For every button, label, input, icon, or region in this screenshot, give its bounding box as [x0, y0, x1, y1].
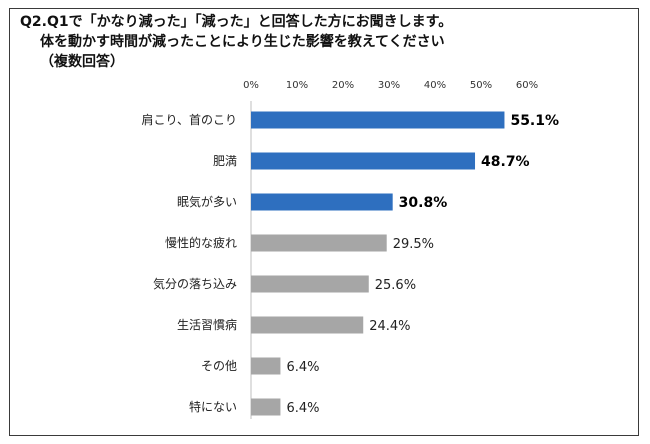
title-line-2: 体を動かす時間が減ったことにより生じた影響を教えてください [40, 34, 445, 50]
category-label: 肩こり、首のこり [141, 112, 237, 127]
x-tick-label: 30% [378, 80, 400, 91]
bar [251, 357, 281, 375]
value-label: 55.1% [510, 113, 559, 129]
value-label: 6.4% [286, 360, 319, 375]
bar [251, 111, 505, 129]
x-tick-label: 20% [332, 80, 354, 91]
title-line-1: Q2.Q1で「かなり減った」「減った」と回答した方にお聞きします。 [20, 14, 453, 30]
category-label: 特にない [189, 399, 237, 414]
category-label: 気分の落ち込み [153, 276, 237, 291]
category-label: 眠気が多い [177, 194, 237, 209]
x-tick-label: 60% [516, 80, 538, 91]
value-label: 29.5% [393, 237, 434, 252]
chart-title: Q2.Q1で「かなり減った」「減った」と回答した方にお聞きします。 体を動かす時… [20, 12, 630, 72]
bar [251, 398, 281, 416]
bar [251, 193, 393, 211]
bar [251, 234, 387, 252]
title-line-3: （複数回答） [40, 54, 124, 70]
value-label: 24.4% [369, 319, 410, 334]
bar [251, 152, 476, 170]
category-label: その他 [201, 359, 237, 373]
bar [251, 316, 364, 334]
value-label: 25.6% [375, 278, 416, 293]
x-tick-label: 10% [286, 80, 308, 91]
x-tick-label: 50% [470, 80, 492, 91]
category-label: 肥満 [213, 154, 237, 168]
value-label: 6.4% [286, 401, 319, 416]
chart-frame [9, 8, 639, 436]
x-tick-label: 0% [243, 80, 259, 91]
category-label: 生活習慣病 [177, 317, 237, 332]
x-tick-label: 40% [424, 80, 446, 91]
value-label: 30.8% [399, 195, 448, 211]
value-label: 48.7% [481, 154, 530, 170]
category-label: 慢性的な疲れ [165, 235, 237, 250]
bar [251, 275, 369, 293]
